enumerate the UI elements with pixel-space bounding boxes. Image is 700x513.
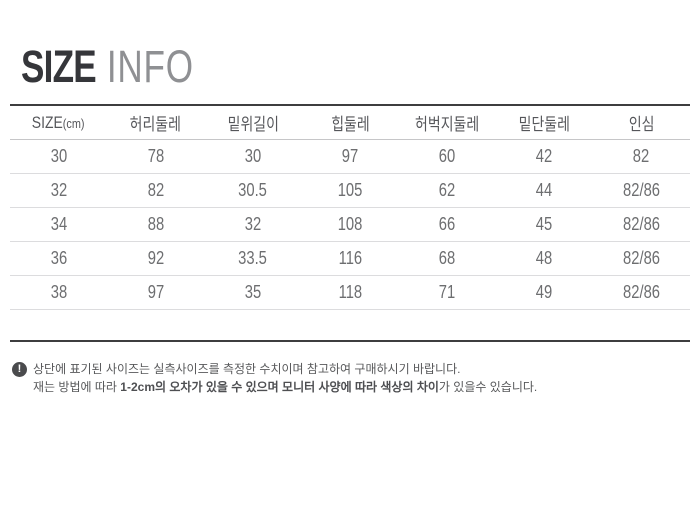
table-cell: 82 — [592, 139, 690, 174]
table-cell: 62 — [398, 173, 496, 208]
table-cell: 48 — [495, 241, 593, 276]
table-cell: 108 — [301, 207, 399, 242]
table-cell: 33.5 — [204, 241, 302, 276]
column-header: 힙둘레 — [301, 105, 399, 140]
table-cell: 82/86 — [592, 207, 690, 242]
table-cell: 82 — [107, 173, 205, 208]
table-cell: 82/86 — [592, 275, 690, 310]
note-line-2: 재는 방법에 따라 1-2cm의 오차가 있을 수 있으며 모니터 사양에 따라… — [33, 380, 538, 394]
table-cell: 105 — [301, 173, 399, 208]
table-cell: 44 — [495, 173, 593, 208]
table-cell: 36 — [10, 241, 108, 276]
page-title-secondary: INFO — [106, 41, 194, 92]
table-cell: 116 — [301, 241, 399, 276]
table-row: 32 82 30.5 105 62 44 82/86 — [10, 173, 690, 208]
table-cell: 30 — [10, 139, 108, 174]
table-cell: 42 — [495, 139, 593, 174]
table-cell: 82/86 — [592, 173, 690, 208]
table-cell: 66 — [398, 207, 496, 242]
column-header: SIZE(cm) — [10, 105, 108, 140]
table-cell: 32 — [10, 173, 108, 208]
table-cell: 78 — [107, 139, 205, 174]
table-cell: 34 — [10, 207, 108, 242]
table-spacer-row — [10, 310, 690, 342]
table-cell: 49 — [495, 275, 593, 310]
notes-section: ! 상단에 표기된 사이즈는 실측사이즈를 측정한 수치이며 참고하여 구매하시… — [12, 360, 537, 396]
column-header: 허리둘레 — [107, 105, 205, 140]
exclamation-circle-icon: ! — [12, 362, 27, 377]
table-cell: 38 — [10, 275, 108, 310]
table-cell: 30.5 — [204, 173, 302, 208]
table-cell: 32 — [204, 207, 302, 242]
table-cell: 60 — [398, 139, 496, 174]
table-header-row: SIZE(cm) 허리둘레 밑위길이 힙둘레 허벅지둘레 밑단둘레 인심 — [10, 105, 690, 140]
table-cell: 88 — [107, 207, 205, 242]
table-cell: 118 — [301, 275, 399, 310]
table-cell: 97 — [301, 139, 399, 174]
table-row: 34 88 32 108 66 45 82/86 — [10, 207, 690, 242]
column-header: 허벅지둘레 — [398, 105, 496, 140]
table-cell: 35 — [204, 275, 302, 310]
table-cell: 45 — [495, 207, 593, 242]
note-line-1: 상단에 표기된 사이즈는 실측사이즈를 측정한 수치이며 참고하여 구매하시기 … — [33, 362, 461, 376]
table-row: 38 97 35 118 71 49 82/86 — [10, 275, 690, 310]
page-title: SIZE INFO — [21, 44, 194, 89]
table-cell: 82/86 — [592, 241, 690, 276]
table-cell: 92 — [107, 241, 205, 276]
column-header: 인심 — [592, 105, 690, 140]
table-row: 36 92 33.5 116 68 48 82/86 — [10, 241, 690, 276]
column-header: 밑위길이 — [204, 105, 302, 140]
table-cell: 30 — [204, 139, 302, 174]
table-cell: 68 — [398, 241, 496, 276]
table-cell: 97 — [107, 275, 205, 310]
table-cell: 71 — [398, 275, 496, 310]
column-header: 밑단둘레 — [495, 105, 593, 140]
page-title-primary: SIZE — [21, 41, 97, 92]
table-row: 30 78 30 97 60 42 82 — [10, 139, 690, 174]
size-info-table: SIZE(cm) 허리둘레 밑위길이 힙둘레 허벅지둘레 밑단둘레 인심 30 78 30 97 6… — [10, 104, 690, 342]
